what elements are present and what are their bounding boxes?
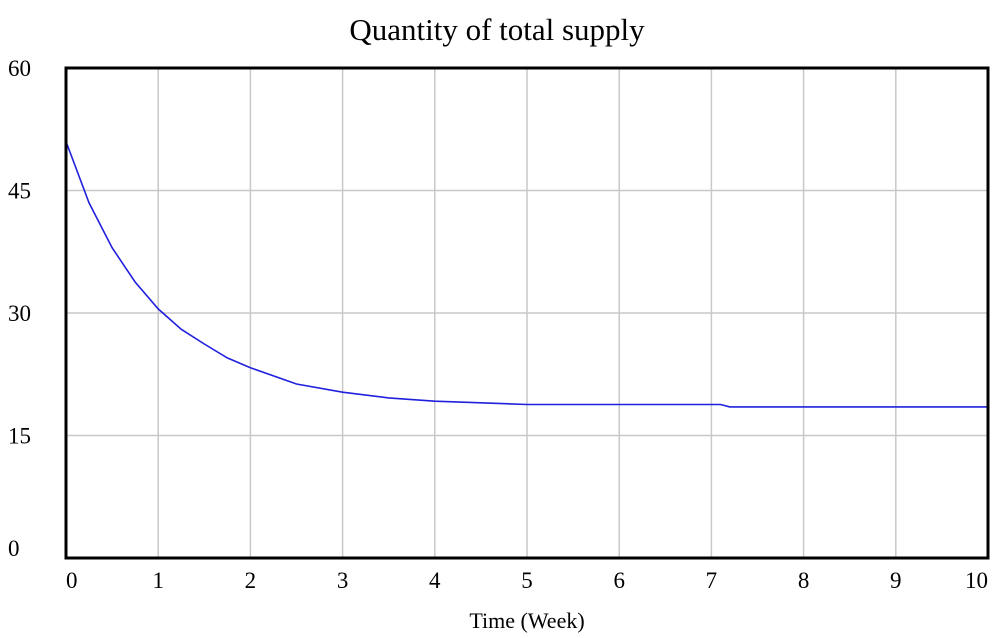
x-tick-label: 2	[245, 568, 257, 593]
x-tick-labels: 0 1 2 3 4 5 6 7 8 9 10	[66, 568, 988, 593]
series-layer	[65, 141, 988, 408]
x-tick-label: 5	[521, 568, 533, 593]
y-tick-label: 60	[8, 56, 31, 81]
y-tick-labels: 0 15 30 45 60	[8, 56, 31, 561]
plot-frame	[64, 66, 990, 560]
y-tick-label: 0	[8, 536, 20, 561]
x-tick-label: 9	[890, 568, 902, 593]
grid-lines	[65, 67, 989, 559]
x-tick-label: 1	[152, 568, 164, 593]
series-line	[65, 141, 988, 408]
x-tick-label: 4	[429, 568, 441, 593]
y-tick-label: 15	[8, 424, 31, 449]
chart-title: Quantity of total supply	[349, 12, 645, 47]
y-tick-label: 30	[8, 301, 31, 326]
x-tick-label: 10	[965, 568, 988, 593]
x-tick-label: 7	[706, 568, 718, 593]
y-tick-label: 45	[8, 179, 31, 204]
x-tick-label: 0	[66, 568, 78, 593]
x-tick-label: 6	[613, 568, 625, 593]
x-tick-label: 8	[798, 568, 810, 593]
x-axis-label: Time (Week)	[469, 608, 584, 633]
x-tick-label: 3	[337, 568, 349, 593]
